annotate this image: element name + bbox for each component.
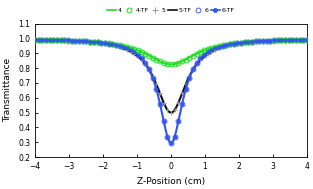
Legend: 4, 4-TF, 5, 5-TF, 6, 6-TF: 4, 4-TF, 5, 5-TF, 6, 6-TF [105, 5, 237, 16]
Y-axis label: Transmittance: Transmittance [3, 58, 13, 122]
X-axis label: Z-Position (cm): Z-Position (cm) [137, 177, 205, 186]
